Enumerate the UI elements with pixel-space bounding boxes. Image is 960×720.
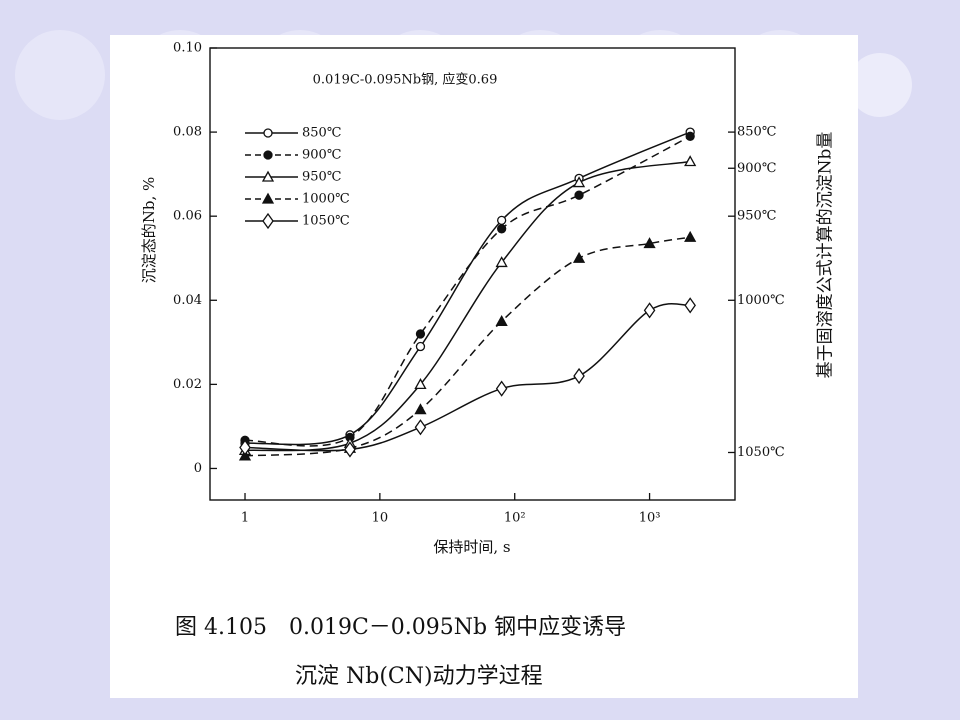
marker	[414, 403, 427, 415]
legend-label: 950℃	[302, 170, 341, 185]
legend-label: 1000℃	[302, 192, 350, 207]
y-tick-label: 0.08	[173, 125, 202, 140]
y-tick-label: 0.10	[173, 41, 202, 56]
y-axis-label: 沉淀态的Nb, %	[140, 177, 158, 284]
marker	[572, 176, 586, 188]
x-tick-label: 1	[241, 511, 249, 526]
legend-marker	[261, 170, 275, 182]
marker	[574, 190, 584, 200]
plot-frame	[209, 47, 736, 501]
marker	[684, 230, 697, 242]
marker	[643, 237, 656, 249]
series-line	[244, 131, 691, 446]
marker	[495, 314, 508, 326]
marker	[497, 224, 507, 234]
y-tick-label: 0.06	[173, 209, 202, 224]
y-tick-label: 0	[194, 461, 202, 476]
x-axis-label: 保持时间, s	[433, 538, 510, 556]
marker	[495, 256, 508, 268]
marker	[572, 251, 586, 263]
y-tick-label: 0.04	[173, 293, 202, 308]
marker	[344, 441, 356, 458]
marker	[684, 297, 696, 314]
legend-marker	[261, 192, 275, 204]
marker	[495, 380, 508, 397]
y2-tick-label: 950℃	[737, 209, 776, 224]
panel	[110, 35, 858, 698]
x-tick-label: 10²	[504, 511, 526, 526]
x-tick-label: 10³	[639, 511, 661, 526]
legend-label: 1050℃	[302, 214, 350, 229]
marker	[573, 367, 585, 385]
x-tick-label: 10	[372, 511, 389, 526]
marker	[414, 378, 427, 390]
y2-tick-label: 900℃	[737, 161, 776, 176]
series-line	[244, 160, 691, 452]
caption: 图 4.105 0.019C－0.095Nb 钢中应变诱导	[175, 615, 626, 640]
y2-tick-label: 1050℃	[737, 445, 785, 460]
marker	[415, 329, 426, 339]
legend-marker	[263, 150, 273, 160]
marker	[415, 341, 426, 352]
legend-label: 900℃	[302, 148, 341, 163]
chart-title: 0.019C-0.095Nb钢, 应变0.69	[313, 72, 498, 88]
legend-marker	[263, 128, 273, 138]
series-line	[244, 135, 691, 447]
y2-tick-label: 850℃	[737, 125, 776, 140]
marker	[239, 439, 251, 456]
caption: 沉淀 Nb(CN)动力学过程	[295, 664, 543, 689]
y-tick-label: 0.02	[173, 377, 202, 392]
marker	[643, 302, 656, 319]
marker	[684, 155, 697, 167]
legend-marker	[262, 212, 274, 230]
y2-tick-label: 1000℃	[737, 293, 785, 308]
legend-label: 850℃	[302, 126, 341, 141]
marker	[685, 131, 695, 141]
marker	[497, 215, 507, 226]
y2-axis-label: 基于固溶度公式计算的沉淀Nb量	[816, 132, 836, 379]
marker	[414, 419, 427, 436]
